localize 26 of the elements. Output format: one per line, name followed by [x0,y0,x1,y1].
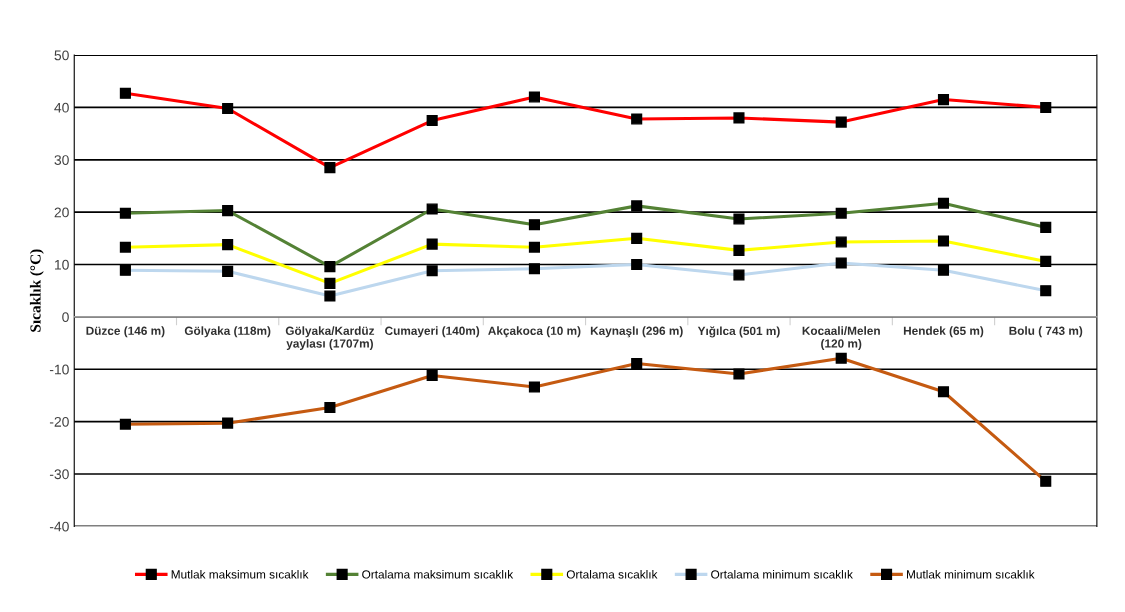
legend-label: Mutlak maksimum sıcaklık [171,569,309,579]
x-tick-label: Yığılca (501 m) [697,326,780,338]
x-tick-label: Cumayeri (140m) [385,326,480,338]
y-tick-label: -10 [49,364,69,375]
y-tick-label: 0 [62,312,69,323]
y-tick-label: 50 [54,50,69,61]
y-tick-label: -40 [49,521,69,532]
y-axis-title: Sıcaklık (°C) [29,249,44,332]
x-tick-label: Kocaali/Melen (120 m) [802,326,880,351]
x-tick-label: Hendek (65 m) [903,326,984,338]
legend-label: Mutlak minimum sıcaklık [907,569,1035,579]
y-tick-label: -30 [49,469,69,480]
legend-label: Ortalama maksimum sıcaklık [362,569,514,579]
legend-label: Ortalama minimum sıcaklık [711,569,853,579]
y-tick-label: -20 [49,416,69,427]
x-tick-label: Gölyaka (118m) [184,326,271,338]
x-tick-label: Kaynaşlı (296 m) [590,326,683,338]
x-tick-label: Akçakoca (10 m) [488,326,581,338]
legend-label: Ortalama sıcaklık [566,569,658,579]
x-tick-label: Bolu ( 743 m) [1009,326,1083,338]
x-tick-label: Düzce (146 m) [86,326,165,338]
y-tick-label: 30 [54,155,69,165]
y-tick-label: 10 [55,259,69,270]
y-tick-label: 20 [54,207,69,218]
y-tick-label: 40 [54,102,69,113]
x-tick-label: Gölyaka/Kardüz yaylası (1707m) [285,326,375,351]
